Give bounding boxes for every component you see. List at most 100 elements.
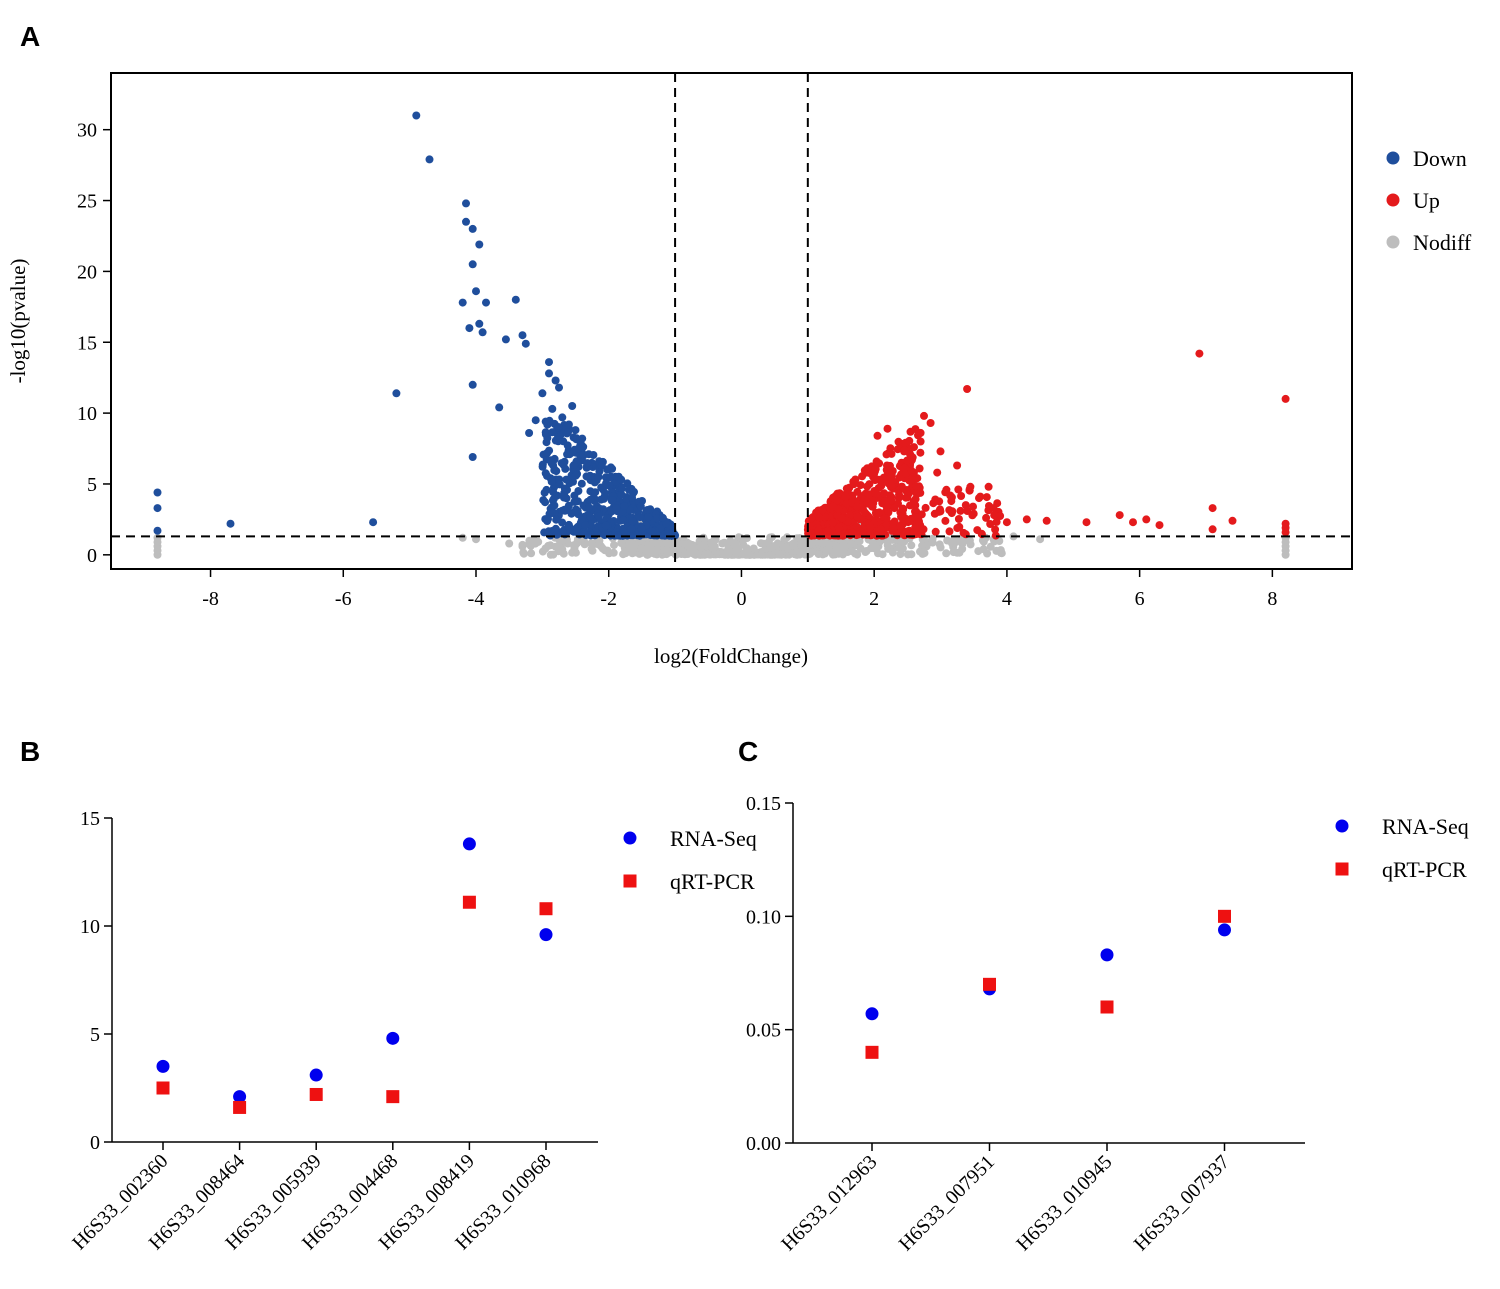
point-up [969,509,978,518]
point-nodiff [527,549,536,558]
point-up [991,531,1000,540]
point-down [547,477,556,486]
point-up [946,491,955,500]
y-tick-label: 15 [80,808,100,830]
point-up [893,530,901,539]
point-down [549,488,558,496]
point-down [531,416,540,425]
point-up [866,531,875,540]
point-down [555,480,564,489]
point-down [571,471,580,480]
point-up [1082,518,1091,527]
point-nodiff [711,535,720,544]
point-up [931,527,940,536]
point-up [959,528,968,537]
point-down [462,217,470,226]
point-nodiff [555,536,564,545]
point-down [584,450,593,459]
point-nodiff [888,548,897,557]
legend-label-rna-seq: RNA-Seq [670,826,757,851]
point-down [392,389,401,398]
x-tick-label-a: -2 [600,588,617,610]
point-qrt-pcr [1218,909,1231,923]
point-up [834,523,843,532]
x-tick-label-a: 2 [869,588,879,610]
point-up [828,518,837,527]
point-down [636,502,645,511]
panel-label-c: C [738,736,758,767]
x-tick-label-a: -6 [335,588,352,610]
x-tick-label-a: 6 [1135,588,1145,610]
point-down [525,429,534,437]
point-down [606,473,614,482]
point-up [893,445,902,454]
x-tick-label-a: -4 [468,588,485,610]
point-nodiff [847,540,856,549]
point-down [468,453,477,461]
point-qrt-pcr [983,977,996,991]
point-up [989,504,998,513]
point-up [921,503,930,512]
point-up [1042,516,1051,525]
point-up [890,504,899,513]
point-nodiff [824,546,833,555]
point-up [829,502,838,511]
point-down [545,369,553,378]
point-down [518,331,527,340]
point-down [482,298,490,307]
point-up [818,506,827,515]
point-up [899,504,908,513]
point-up [815,513,824,522]
point-down [644,513,653,522]
point-up [916,448,925,457]
point-down [608,464,617,473]
point-up [903,456,912,465]
point-down [613,531,622,540]
point-down [465,324,474,333]
x-tick-label: H6S33_007937 [1130,1151,1234,1255]
point-down [478,328,487,337]
point-up [897,482,906,491]
point-nodiff [749,544,758,553]
point-up [902,529,911,538]
legend-label-up: Up [1413,188,1440,213]
point-nodiff [979,545,988,554]
point-up [886,461,894,470]
point-down [555,435,564,444]
point-down [538,460,547,469]
point-up [911,425,920,434]
point-nodiff [936,543,945,552]
point-up [933,468,942,477]
point-up [848,529,857,537]
point-down [599,494,608,503]
point-nodiff [942,549,951,558]
point-nodiff [153,533,162,542]
point-down [558,518,567,527]
point-down [643,506,652,514]
point-nodiff [726,536,735,545]
point-down [495,403,504,412]
point-up [966,482,975,491]
y-tick-label-a: 10 [77,403,97,425]
point-up [945,527,954,536]
point-qrt-pcr [462,895,476,909]
point-down [511,295,520,304]
point-up [910,443,918,452]
legend-label-rna-seq: RNA-Seq [1382,814,1469,839]
point-nodiff [847,547,856,556]
point-down [468,260,477,269]
point-down [619,528,628,537]
point-down [547,456,555,465]
point-up [963,385,972,393]
point-up [853,512,862,521]
point-down [594,512,603,521]
point-up [1142,515,1151,524]
point-up [889,523,898,532]
point-qrt-pcr [539,902,553,916]
legend-marker-rna-seq [623,831,637,845]
legend-label-down: Down [1413,146,1467,171]
point-up [888,476,897,485]
point-nodiff [966,540,975,549]
point-nodiff [458,533,467,542]
point-down [549,494,558,503]
